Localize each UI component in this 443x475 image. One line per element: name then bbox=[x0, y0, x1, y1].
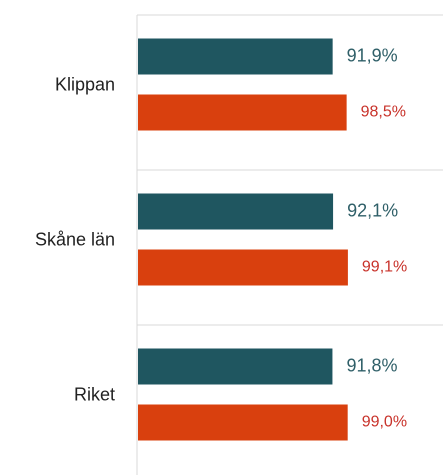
value-label: 99,1% bbox=[362, 259, 407, 276]
bar bbox=[138, 193, 334, 230]
bar bbox=[138, 404, 348, 441]
bar bbox=[138, 38, 333, 75]
value-label: 99,0% bbox=[362, 414, 407, 431]
category-label: Klippan bbox=[55, 74, 115, 94]
bar bbox=[138, 249, 348, 286]
value-label: 92,1% bbox=[347, 200, 398, 220]
bar bbox=[138, 94, 347, 131]
value-label: 98,5% bbox=[361, 104, 406, 121]
value-label: 91,9% bbox=[347, 45, 398, 65]
value-label: 91,8% bbox=[346, 355, 397, 375]
bar bbox=[138, 348, 333, 385]
category-label: Riket bbox=[74, 384, 115, 404]
category-label: Skåne län bbox=[35, 229, 115, 249]
